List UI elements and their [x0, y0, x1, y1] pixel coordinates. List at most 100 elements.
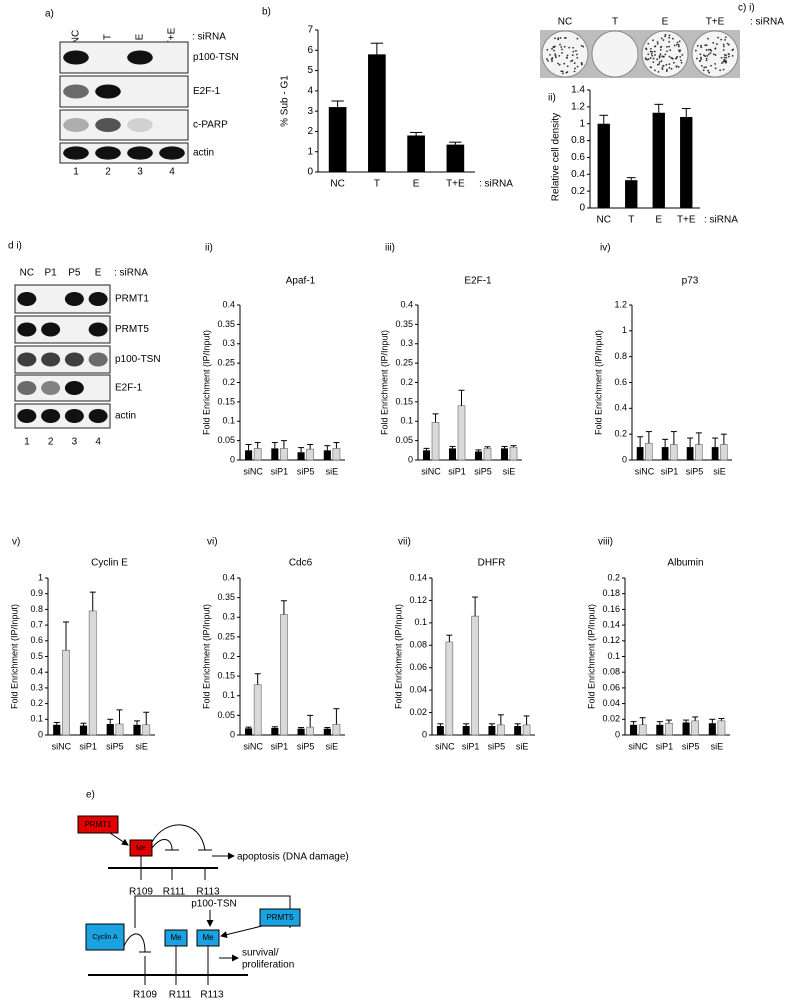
y-tick-label: 0.3 [400, 338, 413, 348]
colony [724, 39, 726, 41]
y-tick-label: 3 [307, 106, 313, 117]
colony [557, 63, 559, 65]
arrow [110, 833, 128, 845]
colony [668, 37, 670, 39]
colony [654, 70, 656, 72]
band [63, 146, 89, 159]
bar [639, 725, 646, 735]
colony [576, 38, 578, 40]
colony [651, 53, 653, 55]
bar [692, 721, 699, 735]
x-tick-label: siNC [243, 741, 263, 751]
mark-label: Me [202, 933, 214, 942]
colony [554, 37, 556, 39]
bar [683, 722, 690, 735]
bar [62, 650, 69, 735]
bar [368, 54, 386, 172]
y-tick-label: 0.02 [602, 714, 620, 724]
y-tick-label: 0 [422, 729, 427, 739]
x-tick-label: siE [503, 466, 516, 476]
colony [710, 50, 712, 52]
colony [708, 72, 710, 74]
colony [723, 46, 725, 48]
colony [723, 61, 725, 63]
bar [662, 447, 669, 460]
row-label: PRMT1 [115, 294, 149, 305]
lane-number: 4 [95, 437, 101, 448]
colony [566, 56, 568, 58]
y-tick-label: 0.06 [409, 662, 427, 672]
bar [307, 449, 314, 460]
y-tick-label: 6 [307, 45, 313, 56]
mark-label: Me [170, 933, 182, 942]
bar [324, 450, 331, 460]
band [95, 146, 121, 159]
band [159, 146, 185, 159]
x-tick-label: T+E [446, 179, 465, 190]
band [89, 353, 108, 367]
colony [725, 36, 727, 38]
colony [700, 45, 702, 47]
panel-label: iv) [600, 243, 611, 254]
colony [646, 59, 648, 61]
row-label: p100-TSN [193, 52, 239, 63]
colony [572, 54, 574, 56]
x-tick-label: siNC [52, 741, 72, 751]
colony [721, 62, 723, 64]
diagram: e) PRMT1 Me R109 R111 R113 apoptosis (DN… [78, 790, 349, 1001]
y-tick-label: 0.16 [602, 604, 620, 614]
x-tick-label: siP1 [656, 741, 674, 751]
colony [582, 46, 584, 48]
x-tick-label: siP1 [79, 741, 97, 751]
x-tick-label: T+E [677, 215, 696, 226]
bar [254, 685, 261, 735]
plate [692, 31, 738, 77]
y-tick-label: 0.7 [30, 619, 43, 629]
x-tick-label: E [655, 215, 662, 226]
band [127, 146, 153, 159]
colony [706, 44, 708, 46]
y-tick-label: 1 [307, 146, 313, 157]
y-tick-label: 0.4 [222, 299, 235, 309]
partner-label: p100-TSN [191, 899, 237, 910]
y-tick-label: 0.4 [30, 667, 43, 677]
x-tick-label: siP1 [448, 466, 466, 476]
chart-title: Albumin [667, 558, 703, 569]
bar [245, 450, 252, 460]
band [17, 353, 36, 367]
band [65, 409, 84, 423]
panel-label: a) [45, 9, 54, 20]
y-tick-label: 0.05 [395, 435, 413, 445]
inhibit-arc [152, 825, 205, 850]
colony [572, 51, 574, 53]
colony [546, 58, 548, 60]
bar [671, 445, 678, 461]
y-axis-label: Fold Enrichment (IP/Input) [586, 604, 596, 709]
panel-label: v) [12, 537, 20, 548]
band [127, 51, 153, 65]
bar [721, 445, 728, 461]
colony [657, 41, 659, 43]
colony [568, 47, 570, 49]
y-tick-label: 0.8 [571, 135, 585, 146]
colony [699, 60, 701, 62]
colony [721, 57, 723, 59]
y-tick-label: 0.6 [30, 635, 43, 645]
bar [523, 725, 530, 735]
y-tick-label: 0.1 [222, 416, 235, 426]
colony [659, 55, 661, 57]
y-tick-label: 0.25 [395, 358, 413, 368]
colony [574, 71, 576, 73]
chart-title: DHFR [478, 558, 506, 569]
colony [716, 43, 718, 45]
y-tick-label: 0.1 [414, 617, 427, 627]
colony [668, 46, 670, 48]
y-tick-label: 0.6 [571, 152, 585, 163]
colony [703, 69, 705, 71]
chart-title: p73 [682, 276, 699, 287]
colony [723, 44, 725, 46]
colony [650, 51, 652, 53]
bar [665, 723, 672, 735]
y-tick-label: 0.14 [409, 572, 427, 582]
colony [704, 55, 706, 57]
